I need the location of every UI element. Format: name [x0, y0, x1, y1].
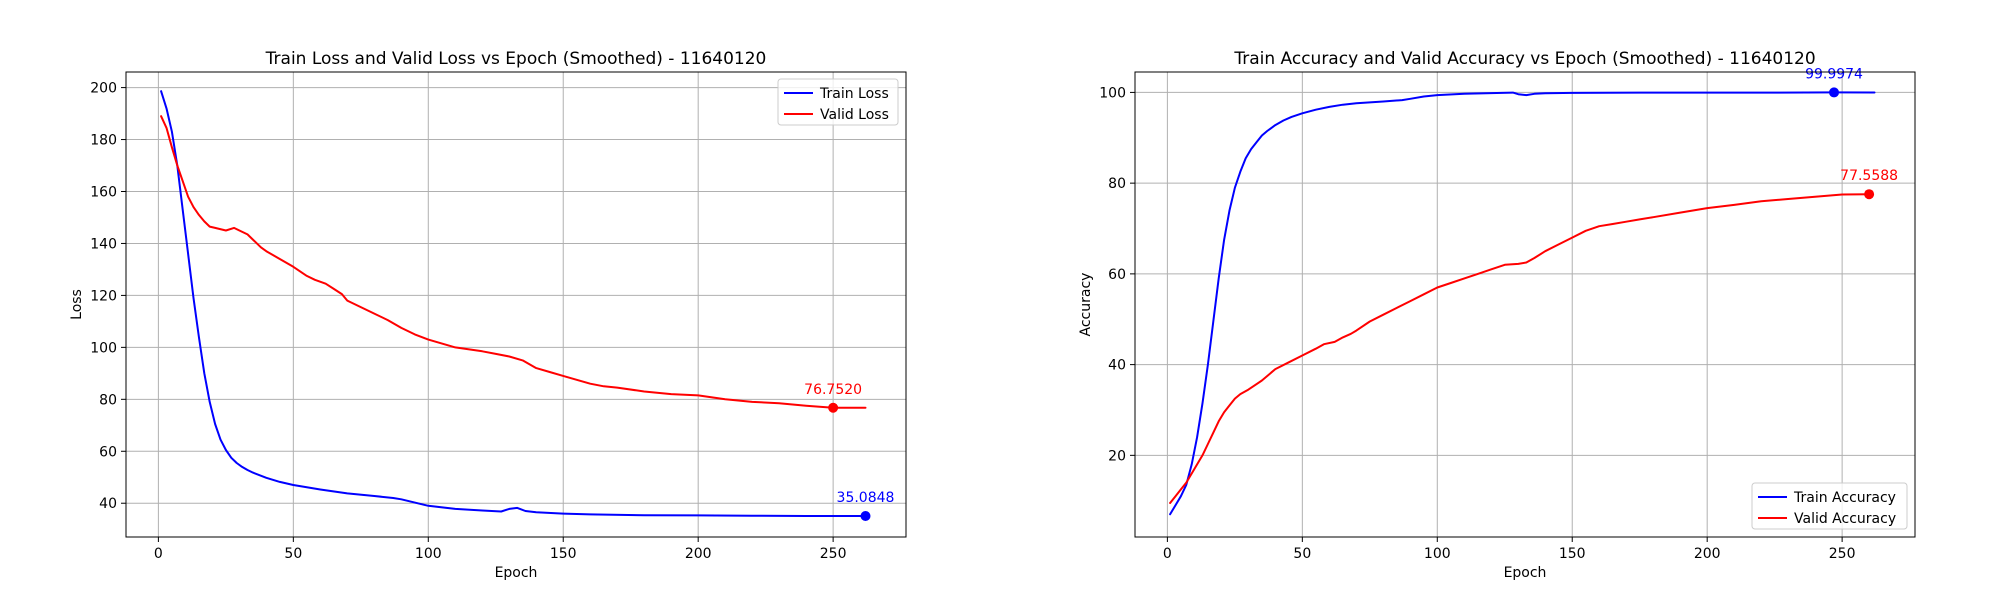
y-tick-label: 20 — [1108, 448, 1126, 464]
legend-label: Train Loss — [819, 86, 889, 102]
x-tick-label: 0 — [154, 546, 163, 562]
series-line-train-loss — [160, 90, 867, 517]
ticks: 0 50 100 150 200 250 20 40 60 80 100 — [1099, 85, 1855, 562]
legend-label: Train Accuracy — [1793, 490, 1896, 506]
x-tick-label: 100 — [415, 546, 442, 562]
y-tick-label: 120 — [90, 288, 117, 304]
x-tick-label: 200 — [1694, 546, 1721, 562]
grid — [1135, 72, 1915, 537]
plot-area — [1134, 71, 1916, 538]
y-tick-label: 80 — [99, 392, 117, 408]
final-value-label: 77.5588 — [1840, 168, 1898, 184]
y-tick-label: 160 — [90, 184, 117, 200]
x-tick-label: 250 — [1829, 546, 1856, 562]
final-value-marker — [1864, 189, 1875, 200]
final-value-marker — [828, 402, 839, 413]
x-axis-label: Epoch — [495, 565, 538, 581]
accuracy-chart: Train Accuracy and Valid Accuracy vs Epo… — [1078, 49, 1916, 581]
series-lines — [1169, 91, 1876, 516]
y-tick-label: 40 — [99, 496, 117, 512]
y-tick-label: 60 — [99, 444, 117, 460]
final-value-marker — [860, 510, 871, 521]
x-axis-label: Epoch — [1504, 565, 1547, 581]
chart-title: Train Accuracy and Valid Accuracy vs Epo… — [1233, 49, 1815, 69]
x-tick-label: 250 — [820, 546, 847, 562]
x-tick-label: 200 — [685, 546, 712, 562]
x-tick-label: 100 — [1424, 546, 1451, 562]
y-tick-label: 200 — [90, 81, 117, 97]
loss-chart: Train Loss and Valid Loss vs Epoch (Smoo… — [69, 49, 907, 581]
y-axis-label: Accuracy — [1078, 273, 1094, 337]
series-lines — [160, 90, 867, 517]
y-tick-label: 100 — [1099, 85, 1126, 101]
legend: Train Accuracy Valid Accuracy — [1751, 482, 1908, 530]
legend-box — [1751, 482, 1908, 530]
x-tick-label: 150 — [1559, 546, 1586, 562]
annotations: 35.0848 76.7520 — [804, 382, 894, 521]
x-tick-label: 50 — [284, 546, 302, 562]
final-value-label: 99.9974 — [1805, 66, 1863, 82]
y-tick-label: 80 — [1108, 176, 1126, 192]
series-line-train-accuracy — [1169, 91, 1876, 516]
final-value-label: 76.7520 — [804, 382, 862, 398]
y-tick-label: 100 — [90, 340, 117, 356]
y-tick-label: 40 — [1108, 358, 1126, 374]
plot-area — [125, 71, 907, 538]
ticks: 0 50 100 150 200 250 40 60 80 100 120 140 160 180 200 — [90, 81, 846, 562]
legend: Train Loss Valid Loss — [777, 78, 899, 126]
y-tick-label: 180 — [90, 133, 117, 149]
legend-label: Valid Accuracy — [1794, 511, 1896, 527]
final-value-label: 35.0848 — [837, 490, 895, 506]
x-tick-label: 50 — [1293, 546, 1311, 562]
series-line-valid-accuracy — [1169, 193, 1871, 504]
chart-title: Train Loss and Valid Loss vs Epoch (Smoo… — [265, 49, 767, 69]
series-line-valid-loss — [160, 115, 867, 409]
annotations: 99.9974 77.5588 — [1805, 66, 1898, 200]
y-tick-label: 140 — [90, 236, 117, 252]
y-tick-label: 60 — [1108, 267, 1126, 283]
x-tick-label: 150 — [550, 546, 577, 562]
final-value-marker — [1829, 87, 1840, 98]
x-tick-label: 0 — [1163, 546, 1172, 562]
y-axis-label: Loss — [69, 289, 85, 320]
legend-label: Valid Loss — [820, 107, 889, 123]
